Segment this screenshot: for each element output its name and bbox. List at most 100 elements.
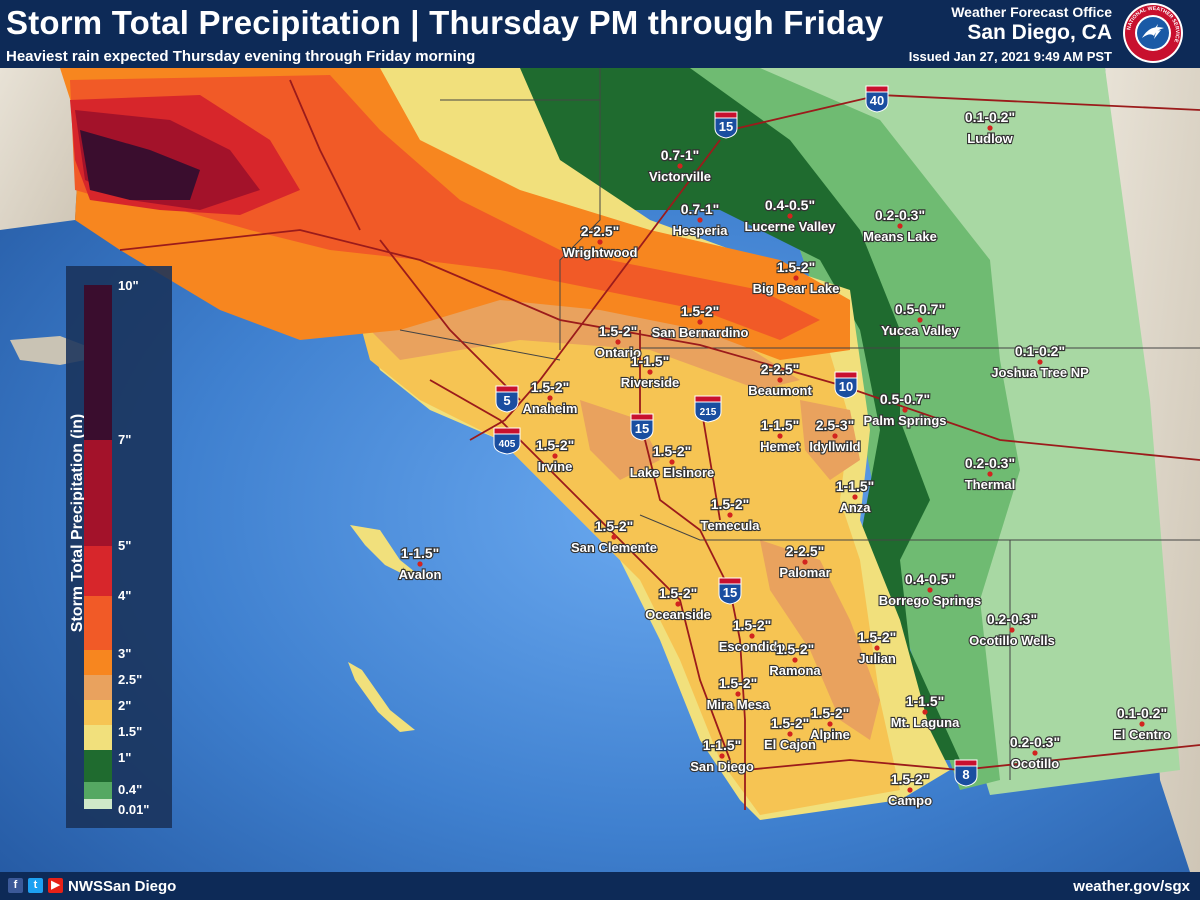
- location-dot: [611, 534, 617, 540]
- location-dot: [1139, 721, 1145, 727]
- location-dot: [697, 217, 703, 223]
- precip-amount: 1.5-2": [599, 323, 638, 339]
- legend-swatch: [84, 675, 112, 700]
- precip-amount: 0.2-0.3": [965, 455, 1015, 471]
- location-dot: [1009, 627, 1015, 633]
- location-name: Temecula: [700, 518, 760, 533]
- location-dot: [697, 319, 703, 325]
- location-name: Wrightwood: [563, 245, 638, 260]
- legend-label: 1": [118, 750, 132, 765]
- location-dot: [677, 163, 683, 169]
- legend-label: 5": [118, 538, 132, 553]
- legend-swatch: [84, 546, 112, 596]
- legend-label: 10": [118, 278, 139, 293]
- legend-label: 1.5": [118, 724, 143, 739]
- website-url[interactable]: weather.gov/sgx: [1073, 878, 1190, 895]
- legend-swatch: [84, 725, 112, 750]
- legend-swatch: [84, 750, 112, 782]
- precip-amount: 1-1.5": [836, 478, 875, 494]
- legend-label: 0.4": [118, 782, 143, 797]
- legend-swatch: [84, 440, 112, 546]
- interstate-number: 405: [499, 439, 516, 450]
- precip-amount: 1-1.5": [401, 545, 440, 561]
- location-dot: [547, 395, 553, 401]
- location-dot: [669, 459, 675, 465]
- island-san-clemente: [348, 662, 415, 732]
- legend-label: 2.5": [118, 672, 143, 687]
- zone-dark-max: [80, 130, 200, 200]
- location-dot: [417, 561, 423, 567]
- location-name: Avalon: [399, 567, 442, 582]
- precip-amount: 1.5-2": [681, 303, 720, 319]
- location-name: Joshua Tree NP: [991, 365, 1089, 380]
- location-dot: [827, 721, 833, 727]
- location-name: San Clemente: [571, 540, 657, 555]
- precip-amount: 0.4-0.5": [765, 197, 815, 213]
- twitter-icon[interactable]: t: [28, 878, 43, 893]
- location-name: Escondido: [719, 639, 786, 654]
- interstate-number: 8: [962, 767, 969, 782]
- precip-amount: 0.2-0.3": [987, 611, 1037, 627]
- location-name: Mira Mesa: [707, 697, 771, 712]
- interstate-shield: 5: [495, 385, 519, 413]
- zone-tan-3: [800, 400, 860, 480]
- precip-amount: 1.5-2": [811, 705, 850, 721]
- precip-amount: 1.5-2": [776, 641, 815, 657]
- interstate-shield: 10: [834, 371, 858, 399]
- precip-amount: 1-1.5": [906, 693, 945, 709]
- location-dot: [787, 731, 793, 737]
- location-name: Oceanside: [645, 607, 711, 622]
- interstate-number: 15: [635, 421, 649, 436]
- legend-swatch: [84, 596, 112, 650]
- location-dot: [727, 512, 733, 518]
- header-bar: Storm Total Precipitation | Thursday PM …: [0, 0, 1200, 68]
- interstate-shield: 8: [954, 759, 978, 787]
- youtube-icon[interactable]: ▶: [48, 878, 63, 893]
- location-name: Ludlow: [967, 131, 1013, 146]
- location-dot: [793, 275, 799, 281]
- legend-label: 2": [118, 698, 132, 713]
- location-dot: [647, 369, 653, 375]
- precip-amount: 1-1.5": [703, 737, 742, 753]
- location-dot: [615, 339, 621, 345]
- precip-amount: 0.2-0.3": [1010, 734, 1060, 750]
- interstate-shield: 405: [493, 427, 521, 455]
- facebook-icon[interactable]: f: [8, 878, 23, 893]
- interstate-shield: 40: [865, 85, 889, 113]
- social-handle: NWSSan Diego: [68, 878, 177, 895]
- location-name: Palomar: [779, 565, 830, 580]
- location-name: Hesperia: [673, 223, 729, 238]
- precip-amount: 0.4-0.5": [905, 571, 955, 587]
- location-dot: [897, 223, 903, 229]
- precip-amount: 0.7-1": [661, 147, 700, 163]
- interstate-shield: 15: [630, 413, 654, 441]
- legend-label: 0.01": [118, 802, 150, 817]
- interstate-number: 40: [870, 93, 884, 108]
- location-name: Idyllwild: [809, 439, 860, 454]
- location-name: Palm Springs: [863, 413, 946, 428]
- location-name: San Diego: [690, 759, 754, 774]
- precip-amount: 1.5-2": [653, 443, 692, 459]
- legend-swatch: [84, 700, 112, 725]
- location-dot: [832, 433, 838, 439]
- location-name: Yucca Valley: [881, 323, 960, 338]
- issued-timestamp: Issued Jan 27, 2021 9:49 AM PST: [908, 49, 1112, 64]
- precip-amount: 1.5-2": [531, 379, 570, 395]
- interstate-number: 15: [723, 585, 737, 600]
- location-name: Beaumont: [748, 383, 812, 398]
- location-name: Campo: [888, 793, 932, 808]
- location-dot: [927, 587, 933, 593]
- location-dot: [719, 753, 725, 759]
- office-info: Weather Forecast Office San Diego, CA Is…: [909, 4, 1112, 64]
- legend-label: 3": [118, 646, 132, 661]
- precip-amount: 0.1-0.2": [1015, 343, 1065, 359]
- location-name: Lucerne Valley: [744, 219, 836, 234]
- precip-amount: 0.1-0.2": [965, 109, 1015, 125]
- location-name: Hemet: [760, 439, 800, 454]
- location-dot: [874, 645, 880, 651]
- location-dot: [552, 453, 558, 459]
- location-dot: [802, 559, 808, 565]
- location-dot: [735, 691, 741, 697]
- forecast-locations: 0.7-1" Victorville 0.7-1" Hesperia 0.4-0.5" L…: [397, 108, 1172, 809]
